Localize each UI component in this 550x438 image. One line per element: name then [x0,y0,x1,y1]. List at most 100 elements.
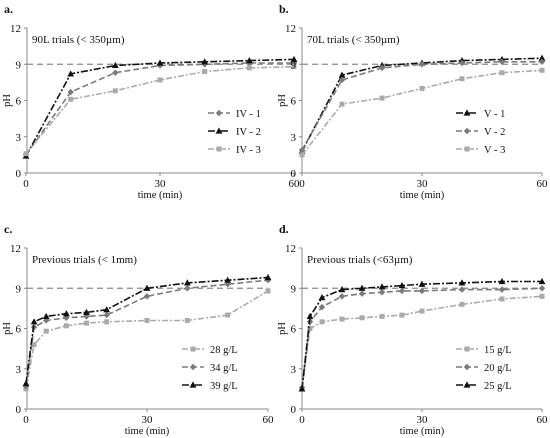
data-point [184,285,191,292]
data-point [378,289,386,296]
data-point [265,288,271,294]
legend-marker [189,363,197,371]
legend-label: 34 g/L [210,363,238,374]
data-point [202,69,208,74]
data-point [184,317,190,323]
data-point [338,285,346,293]
legend-item: 34 g/L [182,363,238,374]
legend-label: 20 g/L [484,363,512,374]
data-point [318,294,326,301]
x-axis-label: time (min) [400,426,445,437]
panel-subtitle: Previous trials (<63µm) [307,254,413,266]
y-tick-label: 3 [16,132,22,144]
x-tick-label: 0 [23,414,29,426]
data-point [458,59,466,67]
data-point [378,283,386,290]
data-point [338,76,346,84]
data-point [498,286,506,293]
data-point [67,88,74,96]
y-tick-label: 0 [16,168,22,180]
legend-marker [215,127,223,134]
data-point [291,64,297,70]
data-point [458,279,466,286]
legend-label: V - 1 [484,109,505,120]
y-tick-label: 6 [16,96,22,108]
series-v-2 [298,58,546,154]
legend-item: 20 g/L [456,363,512,374]
data-point [359,315,365,321]
legend-marker [463,381,471,388]
series-v-3 [299,67,545,158]
y-axis-label: pH [2,94,13,107]
x-tick-label: 30 [417,414,429,426]
legend-label: V - 3 [484,145,505,156]
y-tick-label: 12 [10,243,21,255]
data-point [67,70,75,77]
data-point [379,95,385,101]
legend-item: IV - 1 [208,109,261,120]
series-v-1 [298,54,546,154]
series-iv-3 [23,64,297,157]
legend-marker [464,346,470,352]
series-line [25,290,269,390]
y-tick-label: 12 [285,243,296,255]
legend-label: V - 2 [484,127,505,138]
data-point [144,317,150,323]
data-point [156,59,164,66]
legend-item: V - 2 [456,127,505,138]
data-point [31,342,37,348]
x-tick-label: 60 [289,178,301,190]
panel-label: b. [279,2,289,16]
y-tick-label: 9 [16,283,22,295]
data-point [157,77,163,83]
legend-marker [463,109,471,116]
legend-item: V - 3 [456,145,505,156]
data-point [84,320,89,326]
panel-label: d. [279,222,289,236]
data-point [499,70,505,76]
legend: IV - 1 IV - 2 IV - 3 [208,109,261,156]
data-point [143,284,151,291]
data-point [358,284,366,291]
data-point [398,287,406,295]
data-point [63,323,69,329]
data-point [307,326,313,331]
chart-panel-b: b. 0 3 6 9 12 0 30 60 time (min) pH 70L trials (< 3… [277,2,548,201]
data-point [338,71,346,78]
legend-marker [215,109,223,117]
data-point [498,58,506,66]
y-tick-label: 9 [291,59,297,71]
y-tick-label: 0 [291,168,297,180]
legend: 28 g/L 34 g/L 39 g/L [182,345,238,392]
legend-label: 28 g/L [210,345,238,356]
x-tick-label: 30 [142,414,154,426]
data-point [104,319,110,325]
data-point [111,61,119,69]
x-tick-label: 60 [537,178,549,190]
series-15-g-l [299,293,545,392]
data-point [103,311,110,319]
x-tick-label: 60 [263,414,275,426]
data-point [246,65,252,71]
data-point [22,379,30,387]
data-point [245,57,253,64]
data-point [419,85,425,91]
data-point [319,319,325,325]
series-39-g-l [22,273,272,387]
data-point [378,64,386,72]
legend-label: IV - 2 [236,127,261,138]
legend-item: IV - 3 [208,145,261,156]
x-tick-label: 60 [537,414,549,426]
data-point [418,61,426,68]
data-point [290,55,298,63]
x-tick-label: 30 [155,178,167,190]
panel-subtitle: 70L trials (< 350µm) [307,34,400,46]
legend-marker [189,381,197,388]
y-axis-label: pH [2,322,13,335]
data-point [306,312,314,320]
panel-subtitle: 90L trials (< 350µm) [32,34,125,46]
series-line [301,69,543,156]
legend-item: V - 1 [456,109,505,120]
x-tick-label: 0 [23,178,29,190]
